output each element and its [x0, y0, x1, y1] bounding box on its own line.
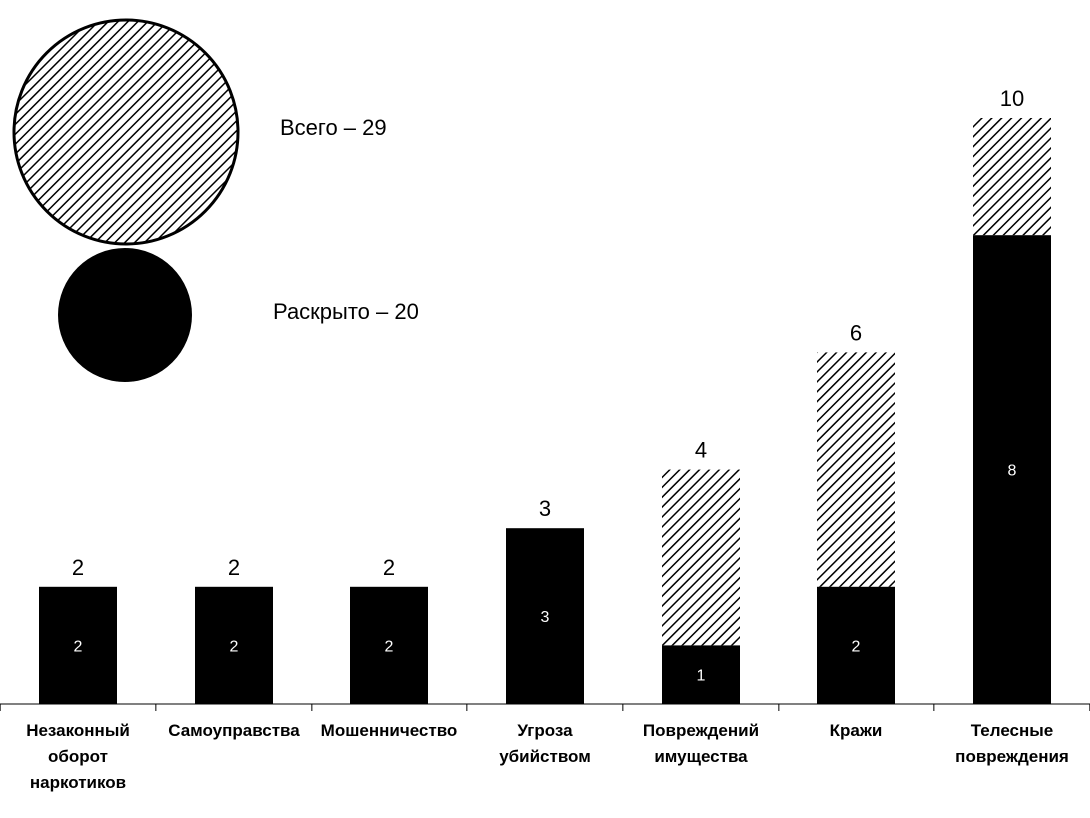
bar-unsolved: [662, 469, 740, 646]
bar-solved: [506, 528, 584, 704]
bar-total-label: 3: [539, 496, 551, 521]
bar-solved: [39, 586, 117, 704]
bar-total-label: 6: [850, 320, 862, 345]
bar-total-label: 2: [72, 555, 84, 580]
bar-solved-label: 8: [1008, 463, 1017, 480]
bar-total-label: 2: [228, 555, 240, 580]
x-axis-ticks: [0, 704, 1090, 711]
x-tick-label: Самоуправства: [168, 721, 300, 740]
bar-solved-label: 1: [697, 668, 706, 685]
legend-solved-label: Раскрыто – 20: [273, 299, 419, 324]
bar-solved: [350, 586, 428, 704]
x-tick-label: Повреждений имущества: [642, 721, 760, 766]
x-tick-label: Кражи: [829, 721, 883, 740]
bar-total-label: 10: [1000, 86, 1024, 111]
bar-solved-label: 2: [230, 638, 239, 655]
legend-total-label: Всего – 29: [280, 115, 387, 140]
bar-total-label: 2: [383, 555, 395, 580]
x-tick-label: Телесные повреждения: [955, 721, 1069, 766]
bar-solved-label: 2: [852, 638, 861, 655]
bar-unsolved: [973, 118, 1051, 236]
bar-solved: [817, 586, 895, 704]
bar-solved: [195, 586, 273, 704]
legend-solved-marker: [58, 248, 192, 382]
legend-total-marker: [12, 18, 240, 246]
x-tick-label: Незаконный оборот наркотиков: [26, 721, 130, 792]
x-tick-label: Мошенничество: [320, 721, 458, 740]
bar-total-label: 4: [695, 438, 707, 463]
x-tick-label: Угроза убийством: [499, 721, 591, 766]
bar-solved-label: 2: [74, 638, 83, 655]
bar-solved-label: 3: [541, 609, 550, 626]
bar-solved: [662, 645, 740, 704]
bars: 2 2 2 2 2 2 3 3 4 1 6 2 10 8: [39, 86, 1051, 704]
legend: Всего – 29 Раскрыто – 20: [12, 18, 419, 382]
bar-solved: [973, 235, 1051, 704]
bar-unsolved: [817, 352, 895, 587]
bar-solved-label: 2: [385, 638, 394, 655]
